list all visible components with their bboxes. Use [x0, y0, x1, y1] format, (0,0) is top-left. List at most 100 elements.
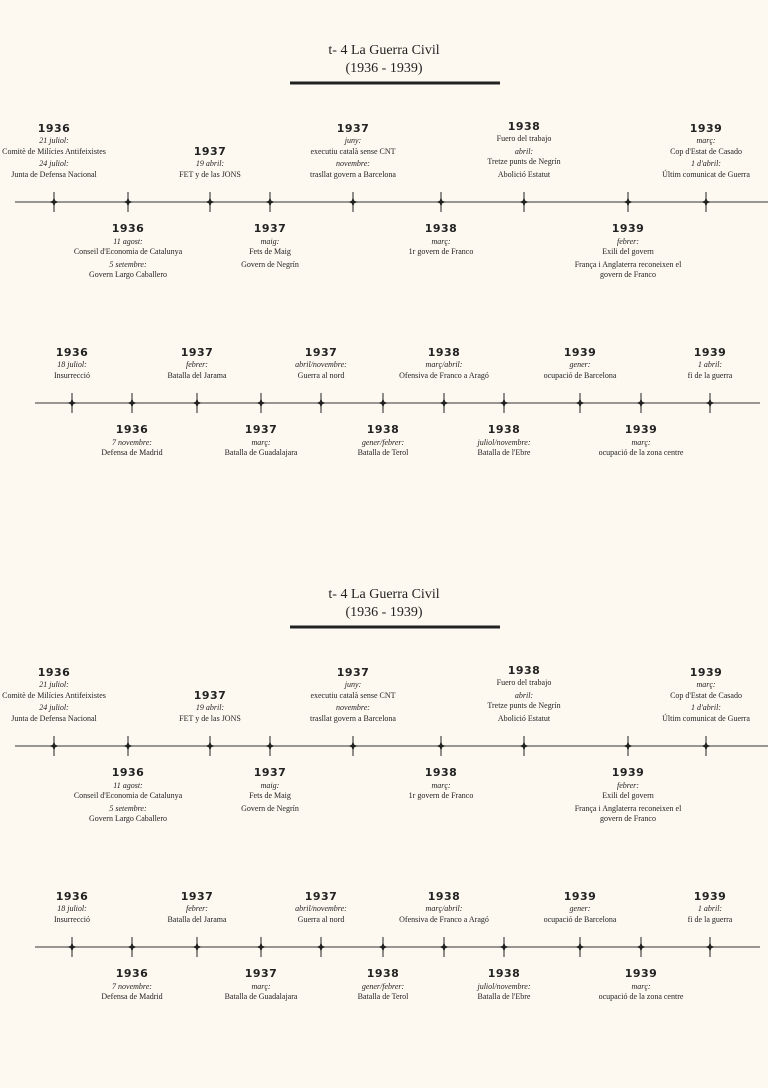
event-text: Comitè de Milícies Antifeixistes — [2, 146, 106, 156]
event-date: maig: — [260, 780, 280, 790]
event-text: Govern Largo Caballero — [88, 270, 168, 279]
event-year: 1936 — [115, 423, 149, 436]
event-date: juliol/novembre: — [477, 981, 531, 991]
event: 1937 abril/novembre: Guerra al nord — [246, 347, 396, 384]
event-date: 11 agost: — [113, 236, 143, 246]
event: 1937 19 abril: FET y de las JONS — [135, 688, 285, 727]
event-year: 1936 — [55, 345, 89, 359]
event: 1936 18 juliol: Insurrecció — [0, 345, 147, 384]
event-year: 1939 — [624, 967, 658, 980]
event-text: fi de la guerra — [687, 370, 733, 380]
event-date: maig: — [260, 236, 280, 246]
marker — [499, 398, 509, 408]
event-date: 24 juliol: — [39, 159, 69, 168]
event-date: 7 novembre: — [112, 437, 152, 447]
event-text: Batalla de Terol — [357, 448, 409, 457]
event-date: 18 juliol: — [57, 904, 87, 913]
event-text: Fets de Maig — [249, 791, 291, 800]
marker — [378, 942, 388, 952]
event: 1939 1 abril: fi de la guerra — [635, 891, 768, 928]
marker — [265, 741, 275, 751]
marker — [701, 741, 711, 751]
page-copy: t- 4 La Guerra Civil (1936 - 1939) 1936 21 … — [0, 544, 768, 1088]
event-year: 1936 — [55, 889, 89, 903]
event-date: febrer: — [617, 236, 639, 246]
event-year: 1939 — [689, 121, 723, 135]
event-text: Guerra al nord — [297, 914, 345, 924]
event-year: 1939 — [563, 889, 597, 903]
event-date: gener/febrer: — [361, 437, 405, 447]
event-date: març: — [696, 680, 716, 689]
event-date: març: — [431, 780, 451, 790]
event-date: abril/novembre: — [295, 904, 347, 913]
event-text: ocupació de Barcelona — [543, 370, 617, 380]
marker — [256, 942, 266, 952]
marker — [623, 741, 633, 751]
event-text: Conseil d'Economia de Catalunya — [73, 247, 183, 256]
event-year: 1937 — [304, 889, 338, 903]
marker — [192, 942, 202, 952]
marker — [519, 197, 529, 207]
event-year: 1937 — [253, 222, 287, 235]
event-text: Conseil d'Economia de Catalunya — [73, 791, 183, 800]
event-date: març: — [631, 981, 651, 991]
marker — [519, 741, 529, 751]
event-text: Cop d'Estat de Casado — [670, 146, 742, 156]
marker — [256, 398, 266, 408]
event: 1939 1 abril: fi de la guerra — [635, 347, 768, 384]
event-year: 1938 — [487, 423, 521, 436]
event-date: 24 juliol: — [39, 703, 69, 712]
event-year: 1938 — [366, 423, 400, 436]
event-text: Últim comunicat de Guerra — [662, 169, 750, 179]
marker — [67, 398, 77, 408]
event-text: Batalla del Jarama — [167, 370, 227, 380]
event-date: març: — [696, 136, 716, 145]
event-text: França i Anglaterra reconeixen el govern… — [574, 803, 682, 824]
event: 1937 abril/novembre: Guerra al nord — [246, 889, 396, 928]
marker — [49, 741, 59, 751]
event-text: Batalla del Jarama — [167, 914, 227, 924]
event-text: 1r govern de Franco — [408, 791, 474, 800]
event-year: 1937 — [193, 144, 227, 158]
page-copy: t- 4 La Guerra Civil (1936 - 1939) 1936 21 … — [0, 43, 768, 461]
subtitle: (1936 - 1939) — [345, 605, 423, 620]
event-text: FET y de las JONS — [179, 169, 241, 179]
event: 1937 març: Batalla de Guadalajara — [186, 424, 336, 461]
event-text: ocupació de Barcelona — [543, 914, 617, 924]
marker — [436, 741, 446, 751]
event: 1937 juny: executiu català sense CNT novemb… — [278, 123, 428, 183]
marker — [265, 197, 275, 207]
event-date: juny: — [344, 680, 362, 689]
event-text: Tretze punts de Negrín — [487, 157, 561, 166]
event-text: ocupació de la zona centre — [598, 448, 684, 457]
event-year: 1937 — [253, 766, 287, 779]
marker — [316, 942, 326, 952]
event-year: 1936 — [37, 665, 71, 679]
event: 1937 febrer: Batalla del Jarama — [122, 347, 272, 384]
event: 1939 febrer: Exili del govern França i Angl… — [553, 223, 703, 283]
event-date: 1 abril: — [697, 360, 723, 369]
event-year: 1937 — [193, 688, 227, 702]
event-date: 1 abril: — [697, 904, 723, 913]
event-text: Govern Largo Caballero — [88, 814, 168, 823]
event: 1939 març: Cop d'Estat de Casado 1 d'abril:… — [631, 667, 768, 727]
event-text: Batalla de Terol — [357, 992, 409, 1001]
event-date: febrer: — [186, 360, 208, 369]
event-text: Insurrecció — [54, 914, 90, 924]
event-text: Junta de Defensa Nacional — [11, 713, 97, 723]
event: 1939 febrer: Exili del govern França i Angl… — [553, 767, 703, 827]
event-year: 1938 — [424, 766, 458, 779]
event: 1938 març: 1r govern de Franco — [366, 223, 516, 260]
event: 1936 21 juliol: Comitè de Milícies Antifei… — [0, 665, 129, 727]
event-text: fi de la guerra — [687, 914, 733, 924]
event-date: 11 agost: — [113, 780, 143, 790]
event: 1937 19 abril: FET y de las JONS — [135, 144, 285, 183]
event-text: ocupació de la zona centre — [598, 992, 684, 1001]
event-text: Fuero del trabajo — [496, 678, 552, 687]
event-date: 21 juliol: — [39, 680, 69, 689]
event-text: Ofensiva de Franco a Aragó — [399, 370, 489, 380]
event-text: Tretze punts de Negrín — [487, 701, 561, 710]
event-date: març: — [631, 437, 651, 447]
page: (() => { const data = JSON.parse(documen… — [0, 43, 768, 1001]
event-date: gener: — [569, 360, 591, 369]
